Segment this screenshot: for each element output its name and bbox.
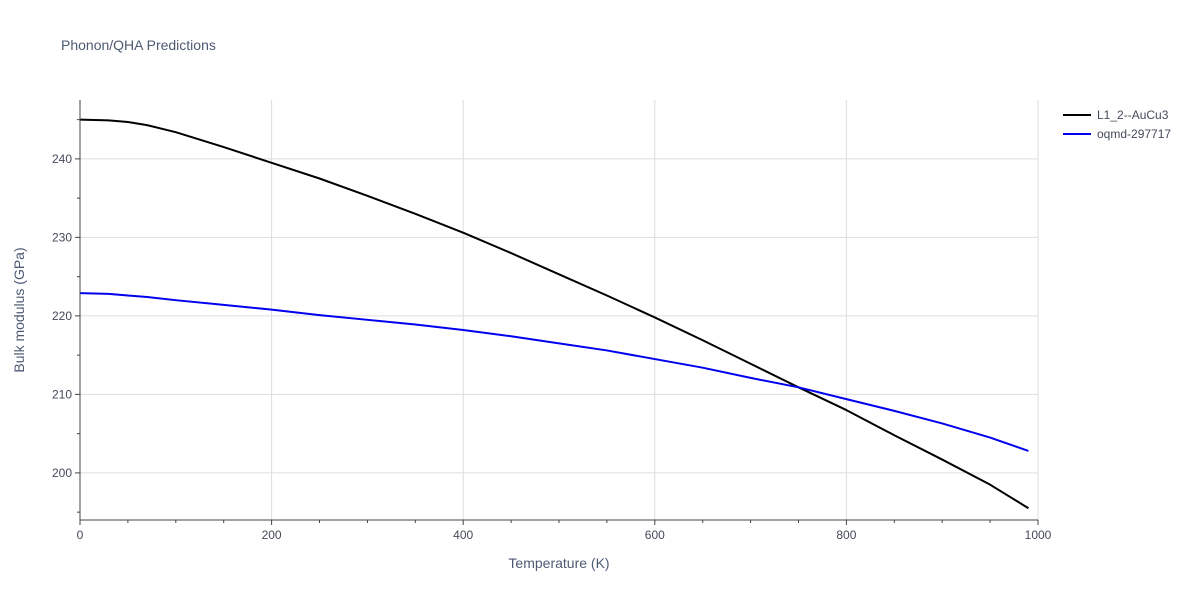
grid-lines [80,100,1039,520]
x-tick-label: 200 [262,528,282,542]
y-tick-label: 200 [52,466,72,480]
x-tick-label: 800 [836,528,856,542]
axes: 0 200 400 600 800 1000 200 210 220 230 240 [52,100,1052,542]
x-tick-label: 400 [453,528,473,542]
y-tick-label: 230 [52,230,72,244]
y-axis-label: Bulk modulus (GPa) [11,247,27,372]
x-axis-label: Temperature (K) [508,555,609,571]
x-tick-label: 1000 [1025,528,1052,542]
chart-title: Phonon/QHA Predictions [61,37,216,53]
series-line-2 [79,292,1029,452]
x-tick-label: 600 [645,528,665,542]
legend-label-1[interactable]: L1_2--AuCu3 [1097,108,1169,122]
x-tick-label: 0 [77,528,84,542]
legend[interactable]: L1_2--AuCu3 oqmd-297717 [1063,108,1171,141]
y-tick-label: 210 [52,387,72,401]
y-tick-label: 220 [52,309,72,323]
legend-label-2[interactable]: oqmd-297717 [1097,127,1171,141]
series-line-1 [79,118,1029,510]
y-tick-label: 240 [52,152,72,166]
series-lines [79,118,1029,510]
